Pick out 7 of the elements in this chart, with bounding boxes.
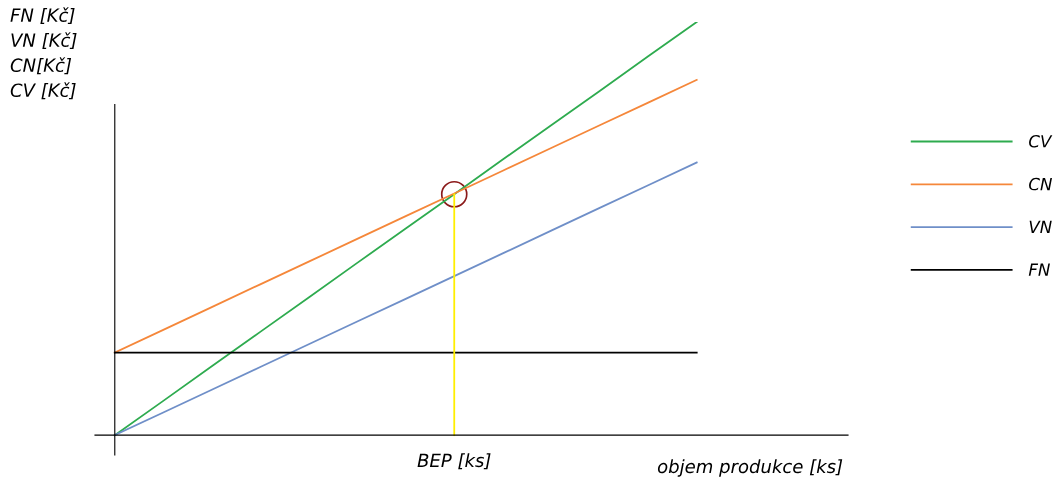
x-axis-title: objem produkce [ks] <box>657 459 843 477</box>
y-axis-title: FN [Kč] VN [Kč] CN[Kč] CV [Kč] <box>10 7 77 100</box>
text: VN <box>1029 220 1052 233</box>
text: CV <box>1029 134 1053 148</box>
text: CN <box>1029 177 1052 191</box>
text: BEP [ks] <box>417 453 491 470</box>
text: FN <box>1028 263 1050 276</box>
